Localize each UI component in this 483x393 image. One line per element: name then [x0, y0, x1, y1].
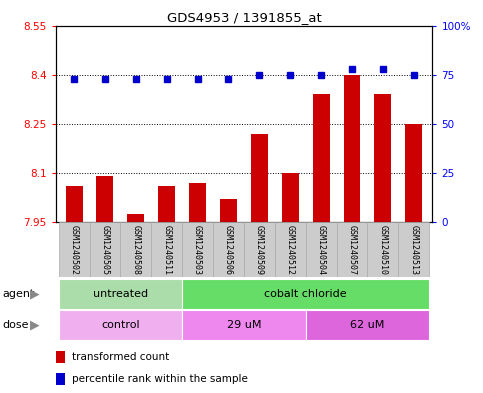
Text: ▶: ▶ [30, 287, 40, 300]
FancyBboxPatch shape [244, 222, 275, 277]
Text: GSM1240504: GSM1240504 [317, 225, 326, 275]
Text: GSM1240507: GSM1240507 [347, 225, 356, 275]
FancyBboxPatch shape [275, 222, 306, 277]
Bar [251, 134, 268, 222]
Text: cobalt chloride: cobalt chloride [264, 289, 347, 299]
Text: GSM1240503: GSM1240503 [193, 225, 202, 275]
Bar [128, 214, 144, 222]
Text: GSM1240502: GSM1240502 [70, 225, 79, 275]
Text: GSM1240510: GSM1240510 [378, 225, 387, 275]
FancyBboxPatch shape [306, 222, 337, 277]
Bar [306, 310, 429, 340]
Text: 62 uM: 62 uM [350, 320, 384, 330]
Text: GSM1240513: GSM1240513 [409, 225, 418, 275]
FancyBboxPatch shape [120, 222, 151, 277]
Text: GSM1240505: GSM1240505 [100, 225, 110, 275]
FancyBboxPatch shape [337, 222, 368, 277]
Title: GDS4953 / 1391855_at: GDS4953 / 1391855_at [167, 11, 321, 24]
Bar [220, 199, 237, 222]
Bar [56, 351, 65, 363]
Text: GSM1240506: GSM1240506 [224, 225, 233, 275]
FancyBboxPatch shape [89, 222, 120, 277]
Text: 29 uM: 29 uM [227, 320, 261, 330]
Text: dose: dose [2, 320, 29, 330]
Text: GSM1240512: GSM1240512 [286, 225, 295, 275]
Bar [374, 94, 391, 222]
Text: GSM1240508: GSM1240508 [131, 225, 141, 275]
Bar [66, 186, 83, 222]
Bar [189, 183, 206, 222]
FancyBboxPatch shape [368, 222, 398, 277]
Bar [158, 186, 175, 222]
Bar [182, 279, 429, 309]
Bar [182, 310, 306, 340]
FancyBboxPatch shape [213, 222, 244, 277]
FancyBboxPatch shape [398, 222, 429, 277]
Text: percentile rank within the sample: percentile rank within the sample [72, 374, 248, 384]
Text: untreated: untreated [93, 289, 148, 299]
Bar [343, 75, 360, 222]
Text: transformed count: transformed count [72, 352, 170, 362]
Bar [282, 173, 298, 222]
Text: ▶: ▶ [30, 319, 40, 332]
Bar [56, 373, 65, 385]
Text: control: control [101, 320, 140, 330]
FancyBboxPatch shape [182, 222, 213, 277]
Text: GSM1240511: GSM1240511 [162, 225, 171, 275]
Bar [97, 176, 114, 222]
FancyBboxPatch shape [151, 222, 182, 277]
Bar [58, 310, 182, 340]
Bar [405, 124, 422, 222]
Text: agent: agent [2, 289, 35, 299]
Bar [58, 279, 182, 309]
FancyBboxPatch shape [58, 222, 89, 277]
Bar [313, 94, 329, 222]
Text: GSM1240509: GSM1240509 [255, 225, 264, 275]
